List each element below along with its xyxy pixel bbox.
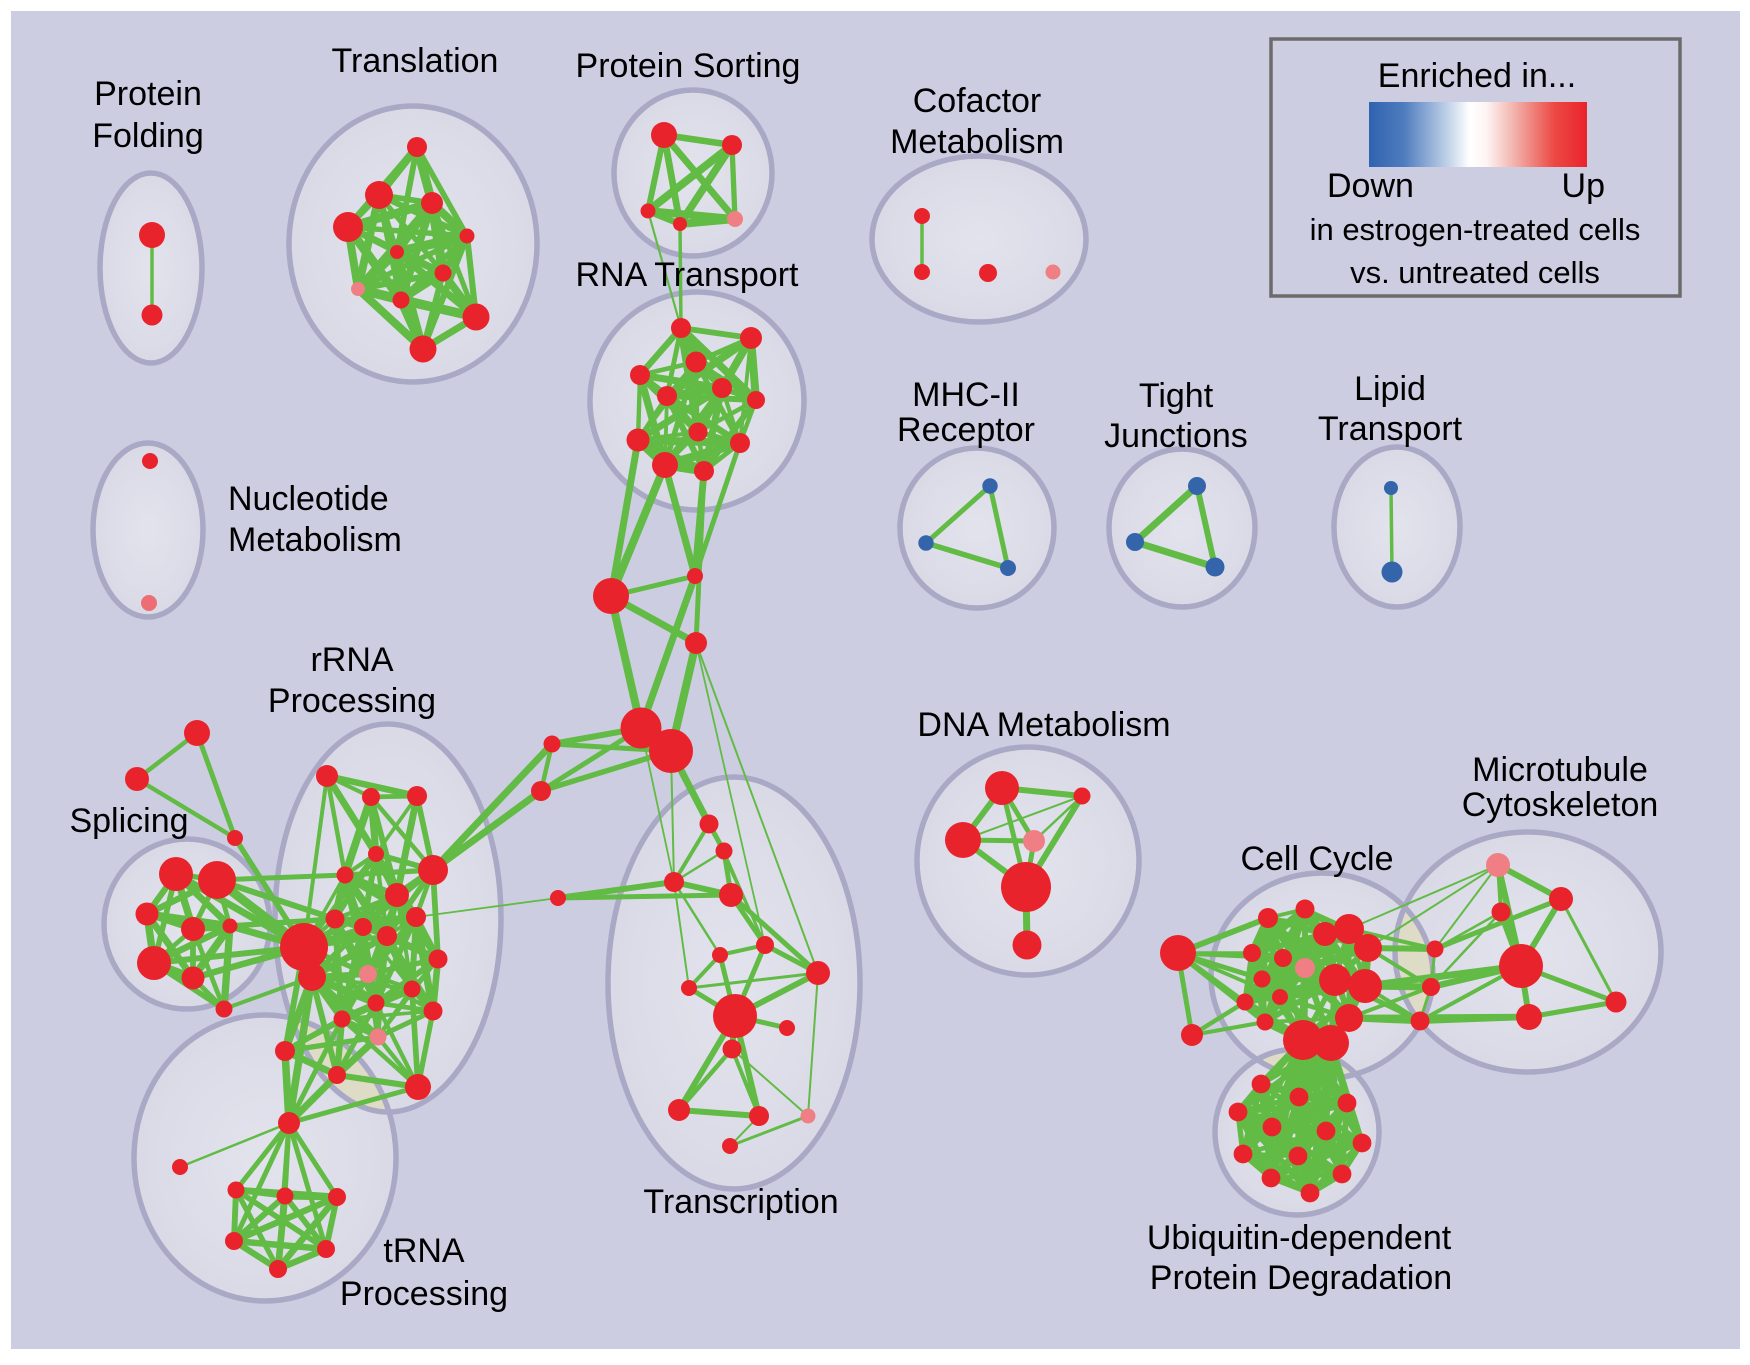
- svg-text:Protein: Protein: [94, 75, 202, 113]
- svg-text:RNA Transport: RNA Transport: [576, 256, 800, 294]
- svg-text:Translation: Translation: [332, 42, 499, 80]
- svg-text:Lipid: Lipid: [1354, 370, 1426, 408]
- svg-text:Cell Cycle: Cell Cycle: [1240, 840, 1393, 878]
- svg-text:Ubiquitin-dependent: Ubiquitin-dependent: [1147, 1219, 1452, 1257]
- svg-text:Processing: Processing: [340, 1275, 508, 1313]
- svg-text:Cytoskeleton: Cytoskeleton: [1462, 786, 1659, 824]
- svg-text:Junctions: Junctions: [1104, 417, 1248, 455]
- svg-text:Down: Down: [1327, 167, 1414, 205]
- svg-text:vs. untreated cells: vs. untreated cells: [1350, 255, 1600, 290]
- svg-text:Processing: Processing: [268, 682, 436, 720]
- svg-text:rRNA: rRNA: [310, 641, 393, 679]
- svg-text:Transport: Transport: [1318, 410, 1463, 448]
- svg-text:tRNA: tRNA: [383, 1232, 465, 1270]
- svg-text:Transcription: Transcription: [643, 1183, 838, 1221]
- svg-text:Protein Degradation: Protein Degradation: [1150, 1259, 1452, 1297]
- svg-text:Receptor: Receptor: [897, 411, 1035, 449]
- svg-text:Splicing: Splicing: [69, 802, 188, 840]
- svg-text:in estrogen-treated cells: in estrogen-treated cells: [1310, 212, 1641, 247]
- svg-text:Tight: Tight: [1139, 377, 1214, 415]
- svg-text:Nucleotide: Nucleotide: [228, 480, 389, 518]
- svg-text:Metabolism: Metabolism: [228, 521, 402, 559]
- svg-text:Cofactor: Cofactor: [913, 82, 1042, 120]
- svg-text:Metabolism: Metabolism: [890, 123, 1064, 161]
- svg-text:Microtubule: Microtubule: [1472, 751, 1648, 789]
- svg-text:Folding: Folding: [92, 117, 204, 155]
- svg-text:DNA Metabolism: DNA Metabolism: [917, 706, 1170, 744]
- svg-text:MHC-II: MHC-II: [912, 376, 1020, 414]
- svg-text:Enriched in...: Enriched in...: [1378, 57, 1576, 95]
- svg-text:Protein Sorting: Protein Sorting: [576, 47, 801, 85]
- svg-text:Up: Up: [1562, 167, 1605, 205]
